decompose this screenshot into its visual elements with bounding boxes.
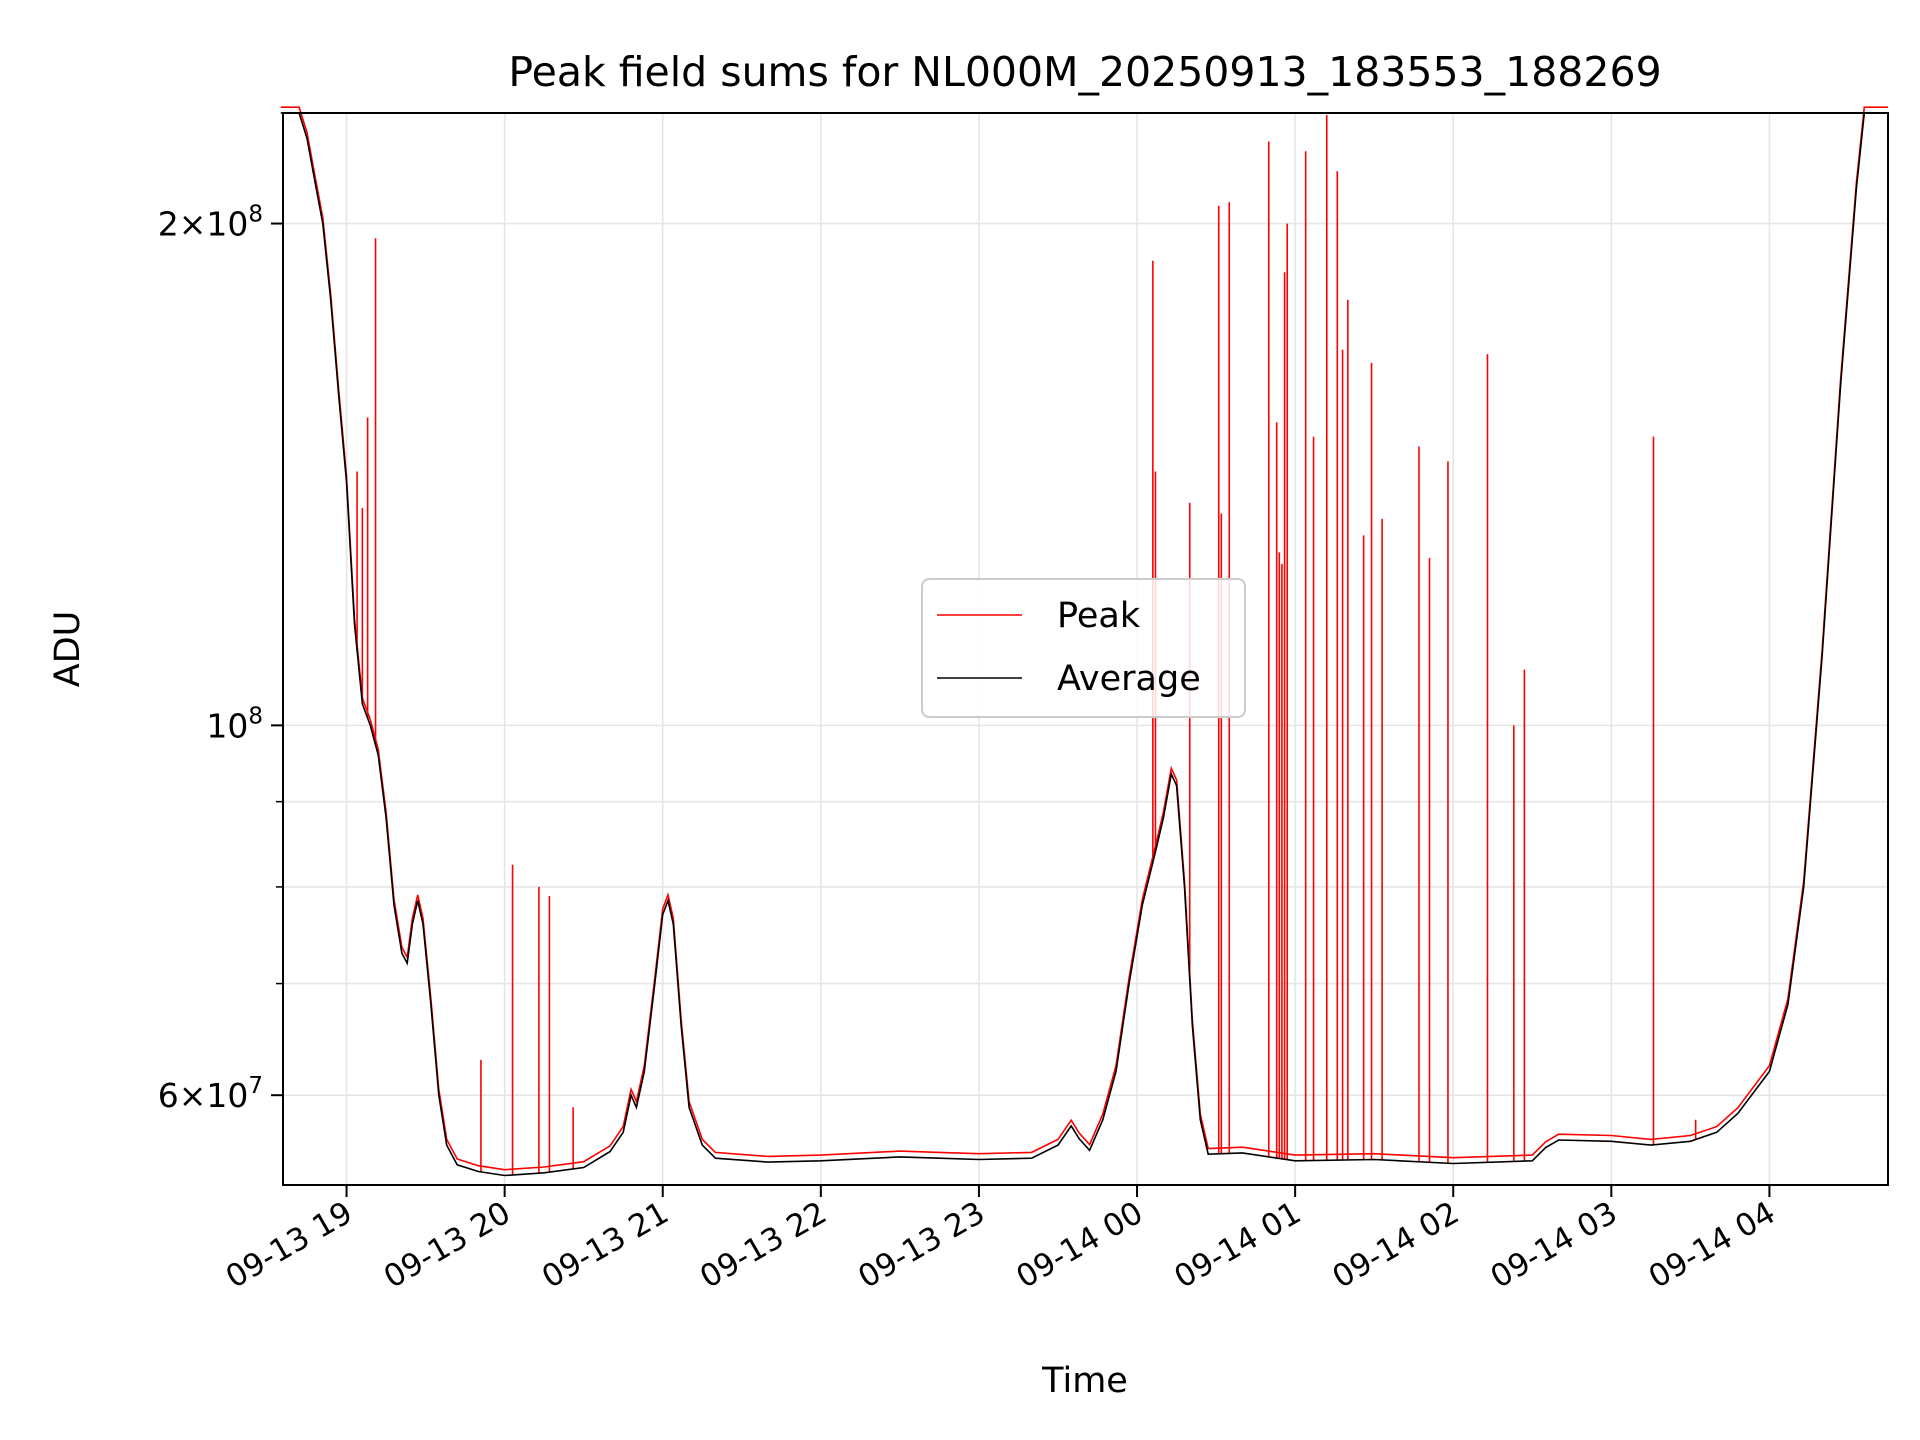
y-tick-mantissa: 2 — [158, 205, 179, 244]
legend-label-average: Average — [1057, 659, 1201, 699]
average-series-line — [280, 112, 1888, 1177]
y-tick-exponent: 8 — [248, 703, 263, 729]
peak-series-line — [280, 106, 1888, 1171]
legend: Peak Average — [921, 578, 1246, 718]
y-tick-base: 10 — [206, 706, 248, 745]
y-tick-exponent: 8 — [248, 202, 263, 228]
x-axis-label: Time — [1041, 1361, 1128, 1401]
legend-label-peak: Peak — [1057, 596, 1141, 636]
chart-title: Peak field sums for NL000M_20250913_1835… — [508, 48, 1661, 96]
plot-frame — [282, 112, 1889, 1186]
y-axis-label: ADU — [48, 611, 88, 688]
y-tick-base: ×10 — [179, 1076, 249, 1115]
y-tick-label: 2×108 — [158, 202, 263, 244]
legend-box — [921, 578, 1246, 718]
y-tick-exponent: 7 — [248, 1073, 263, 1099]
grid — [283, 113, 1888, 1185]
y-tick-base: ×10 — [179, 205, 249, 244]
y-tick-label: 6×107 — [158, 1073, 263, 1115]
y-tick-label: 108 — [206, 703, 263, 745]
y-tick-mantissa: 6 — [158, 1076, 179, 1115]
